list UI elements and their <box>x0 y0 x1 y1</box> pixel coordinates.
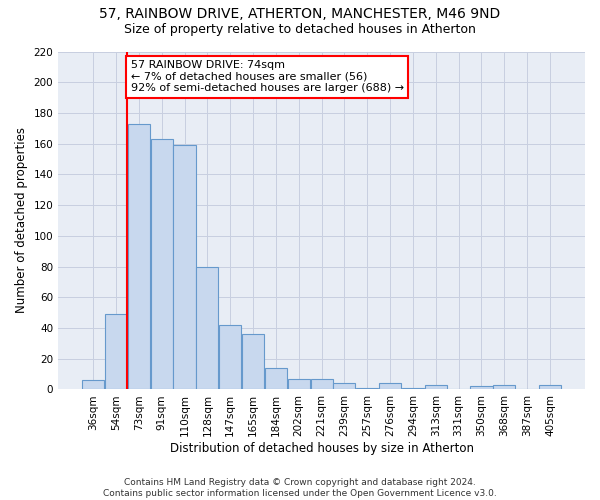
Bar <box>493 385 515 390</box>
Bar <box>82 380 104 390</box>
Bar <box>402 388 424 390</box>
Bar <box>356 388 379 390</box>
Text: Contains HM Land Registry data © Crown copyright and database right 2024.
Contai: Contains HM Land Registry data © Crown c… <box>103 478 497 498</box>
Bar <box>287 378 310 390</box>
Bar <box>219 325 241 390</box>
Text: Size of property relative to detached houses in Atherton: Size of property relative to detached ho… <box>124 22 476 36</box>
Bar <box>539 385 561 390</box>
Bar <box>128 124 150 390</box>
Bar <box>242 334 264 390</box>
Bar <box>311 378 332 390</box>
Y-axis label: Number of detached properties: Number of detached properties <box>15 128 28 314</box>
X-axis label: Distribution of detached houses by size in Atherton: Distribution of detached houses by size … <box>170 442 473 455</box>
Bar <box>470 386 493 390</box>
Bar <box>265 368 287 390</box>
Text: 57, RAINBOW DRIVE, ATHERTON, MANCHESTER, M46 9ND: 57, RAINBOW DRIVE, ATHERTON, MANCHESTER,… <box>100 8 500 22</box>
Bar <box>334 384 355 390</box>
Bar <box>425 385 447 390</box>
Bar <box>105 314 127 390</box>
Bar <box>151 139 173 390</box>
Bar <box>173 145 196 390</box>
Text: 57 RAINBOW DRIVE: 74sqm
← 7% of detached houses are smaller (56)
92% of semi-det: 57 RAINBOW DRIVE: 74sqm ← 7% of detached… <box>131 60 404 93</box>
Bar <box>196 266 218 390</box>
Bar <box>379 384 401 390</box>
